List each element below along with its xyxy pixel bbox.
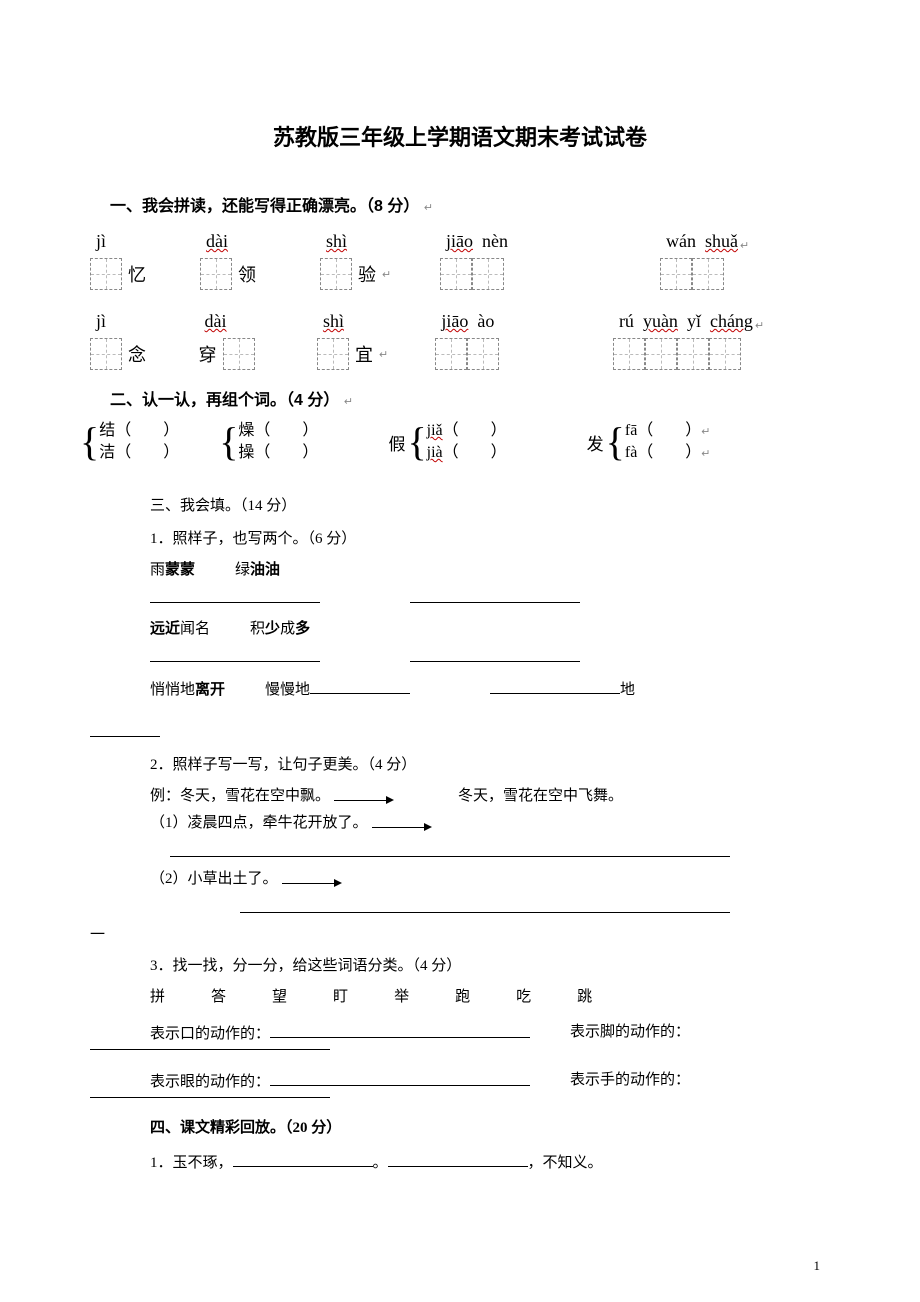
section-3-sub3: 3．找一找，分一分，给这些词语分类。（4 分） [150,954,830,975]
hanzi-yi: 忆 [128,261,146,287]
question-1: （1）凌晨四点，牵牛花开放了。 [150,811,830,832]
hanzi-chuan: 穿 [199,341,217,367]
write-box[interactable] [90,338,122,370]
write-box[interactable] [472,258,504,290]
example-line-3: 悄悄地离开 慢慢地 地 [150,676,830,699]
hanzi-yi2: 宜 [355,341,373,367]
section-4-q1: 1．玉不琢， 。 ，不知义。 [150,1149,830,1172]
brace-group-4: 发 { fā（ ）↵ fà（ ）↵ [587,420,711,464]
blank-line[interactable] [310,676,410,694]
blank-line[interactable] [270,1020,530,1038]
brace-group-1: { 结（ ） 洁（ ） [80,420,179,464]
cat-hand: 表示手的动作的： [570,1068,690,1089]
cat-foot: 表示脚的动作的： [570,1020,690,1041]
blank-line[interactable] [490,676,620,694]
brace-group-3: 假 { jiǎ（ ） jià（ ） [388,420,506,464]
answer-line[interactable] [240,912,730,913]
write-box[interactable] [677,338,709,370]
write-box[interactable] [645,338,677,370]
write-box[interactable] [709,338,741,370]
hanzi-nian: 念 [128,341,146,367]
blank-line[interactable] [90,1097,330,1098]
write-box[interactable] [223,338,255,370]
blank-line[interactable] [233,1149,373,1167]
prefix-jia: 假 [388,420,405,464]
enter-mark-icon: ↵ [424,202,433,214]
write-box[interactable] [317,338,349,370]
pinyin-jia3: jiǎ（ ） [427,420,507,442]
pinyin-jia4: jià（ ） [427,442,507,464]
write-box[interactable] [660,258,692,290]
page-number: 1 [814,1258,821,1274]
section-2-heading: 二、认一认，再组个词。（4 分） ↵ [110,386,830,410]
blank-line[interactable] [90,719,160,737]
pinyin-row-1: jì 忆 dài 领 shì 验↵ jiāo nèn wán shuǎ↵ [90,226,830,296]
section-1-heading: 一、我会拼读，还能写得正确漂亮。（8 分） ↵ [110,192,830,216]
word-list: 拼 答 望 盯 举 跑 吃 跳 [150,985,830,1006]
section-3-sub2: 2．照样子写一写，让句子更美。（4 分） [150,753,830,774]
word-cao: 操（ ） [238,442,318,464]
section-3-heading: 三、我会填。（14 分） [150,494,830,515]
blank-line[interactable] [90,1049,330,1050]
blank-line[interactable] [410,644,580,662]
example-line-1: 雨蒙蒙 绿油油 [150,558,830,579]
section-2-groups: { 结（ ） 洁（ ） { 燥（ ） 操（ ） 假 { jiǎ（ ） jià（ … [80,420,830,464]
prefix-fa: 发 [587,420,604,464]
pinyin-fa1: fā（ ）↵ [625,420,711,442]
pinyin-row-2: jì 念 dài 穿 shì 宜↵ jiāo ào rú yuàn yǐ chá… [90,306,830,376]
blank-line[interactable] [388,1149,528,1167]
word-zao: 燥（ ） [238,420,318,442]
write-box[interactable] [440,258,472,290]
blank-line[interactable] [150,585,320,603]
blank-line[interactable] [270,1068,530,1086]
cat-eye: 表示眼的动作的： [150,1070,270,1091]
answer-line[interactable] [170,856,730,857]
question-2: （2）小草出土了。 [150,867,830,888]
pinyin-fa4: fà（ ）↵ [625,442,711,464]
word-jie1: 结（ ） [99,420,179,442]
section-4-heading: 四、课文精彩回放。（20 分） [150,1116,830,1137]
write-box[interactable] [90,258,122,290]
blank-line[interactable] [150,644,320,662]
hanzi-ling: 领 [238,261,256,287]
hanzi-yan: 验 [358,261,376,287]
write-box[interactable] [692,258,724,290]
blank-line[interactable] [410,585,580,603]
write-box[interactable] [467,338,499,370]
example-sentence: 例：冬天，雪花在空中飘。 冬天，雪花在空中飞舞。 [150,784,830,805]
brace-group-2: { 燥（ ） 操（ ） [219,420,318,464]
cat-mouth: 表示口的动作的： [150,1022,270,1043]
write-box[interactable] [435,338,467,370]
word-jie2: 洁（ ） [99,442,179,464]
write-box[interactable] [613,338,645,370]
write-box[interactable] [200,258,232,290]
write-box[interactable] [320,258,352,290]
exam-title: 苏教版三年级上学期语文期末考试试卷 [90,120,830,152]
section-3-sub1: 1．照样子，也写两个。（6 分） [150,527,830,548]
example-line-2: 远近闻名 积少成多 [150,617,830,638]
